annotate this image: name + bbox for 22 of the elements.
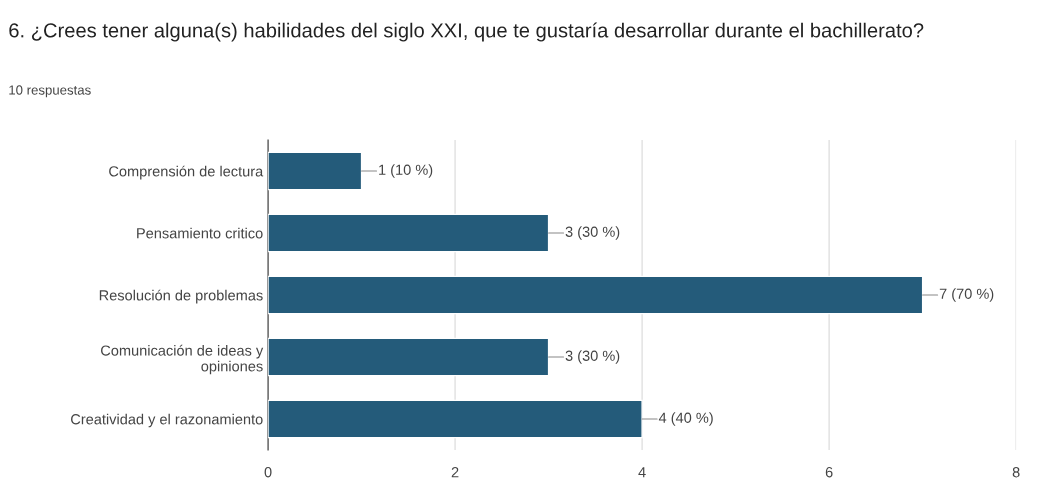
bar <box>268 337 550 377</box>
data-label: 3 (30 %) <box>565 350 620 364</box>
bar <box>268 275 924 315</box>
bar <box>268 213 550 253</box>
y-tick-label: Pensamiento critico <box>137 227 263 239</box>
x-tick-label: 0 <box>264 467 272 478</box>
bar <box>268 151 363 191</box>
data-label: 7 (70 %) <box>939 288 994 302</box>
x-tick-label: 4 <box>638 467 646 478</box>
y-tick-label: Comunicación de ideas y opiniones <box>101 344 264 375</box>
x-tick-label: 6 <box>825 467 833 478</box>
data-label: 1 (10 %) <box>379 164 433 178</box>
data-label: 3 (30 %) <box>565 226 620 240</box>
bar <box>268 399 643 439</box>
y-tick-label: Resolución de problemas <box>99 289 263 304</box>
y-tick-label: Creatividad y el razonamiento <box>71 413 263 428</box>
x-tick-label: 2 <box>451 467 459 478</box>
x-tick-label: 8 <box>1012 467 1020 478</box>
chart-title: 6. ¿Crees tener alguna(s) habilidades del siglo XXI, que te gustaría desarrollar durante el bachillerato? <box>9 22 924 42</box>
y-tick-label: Comprensión de lectura <box>109 165 264 180</box>
data-label: 4 (40 %) <box>658 412 713 426</box>
text: 10 respuestas <box>9 85 91 98</box>
